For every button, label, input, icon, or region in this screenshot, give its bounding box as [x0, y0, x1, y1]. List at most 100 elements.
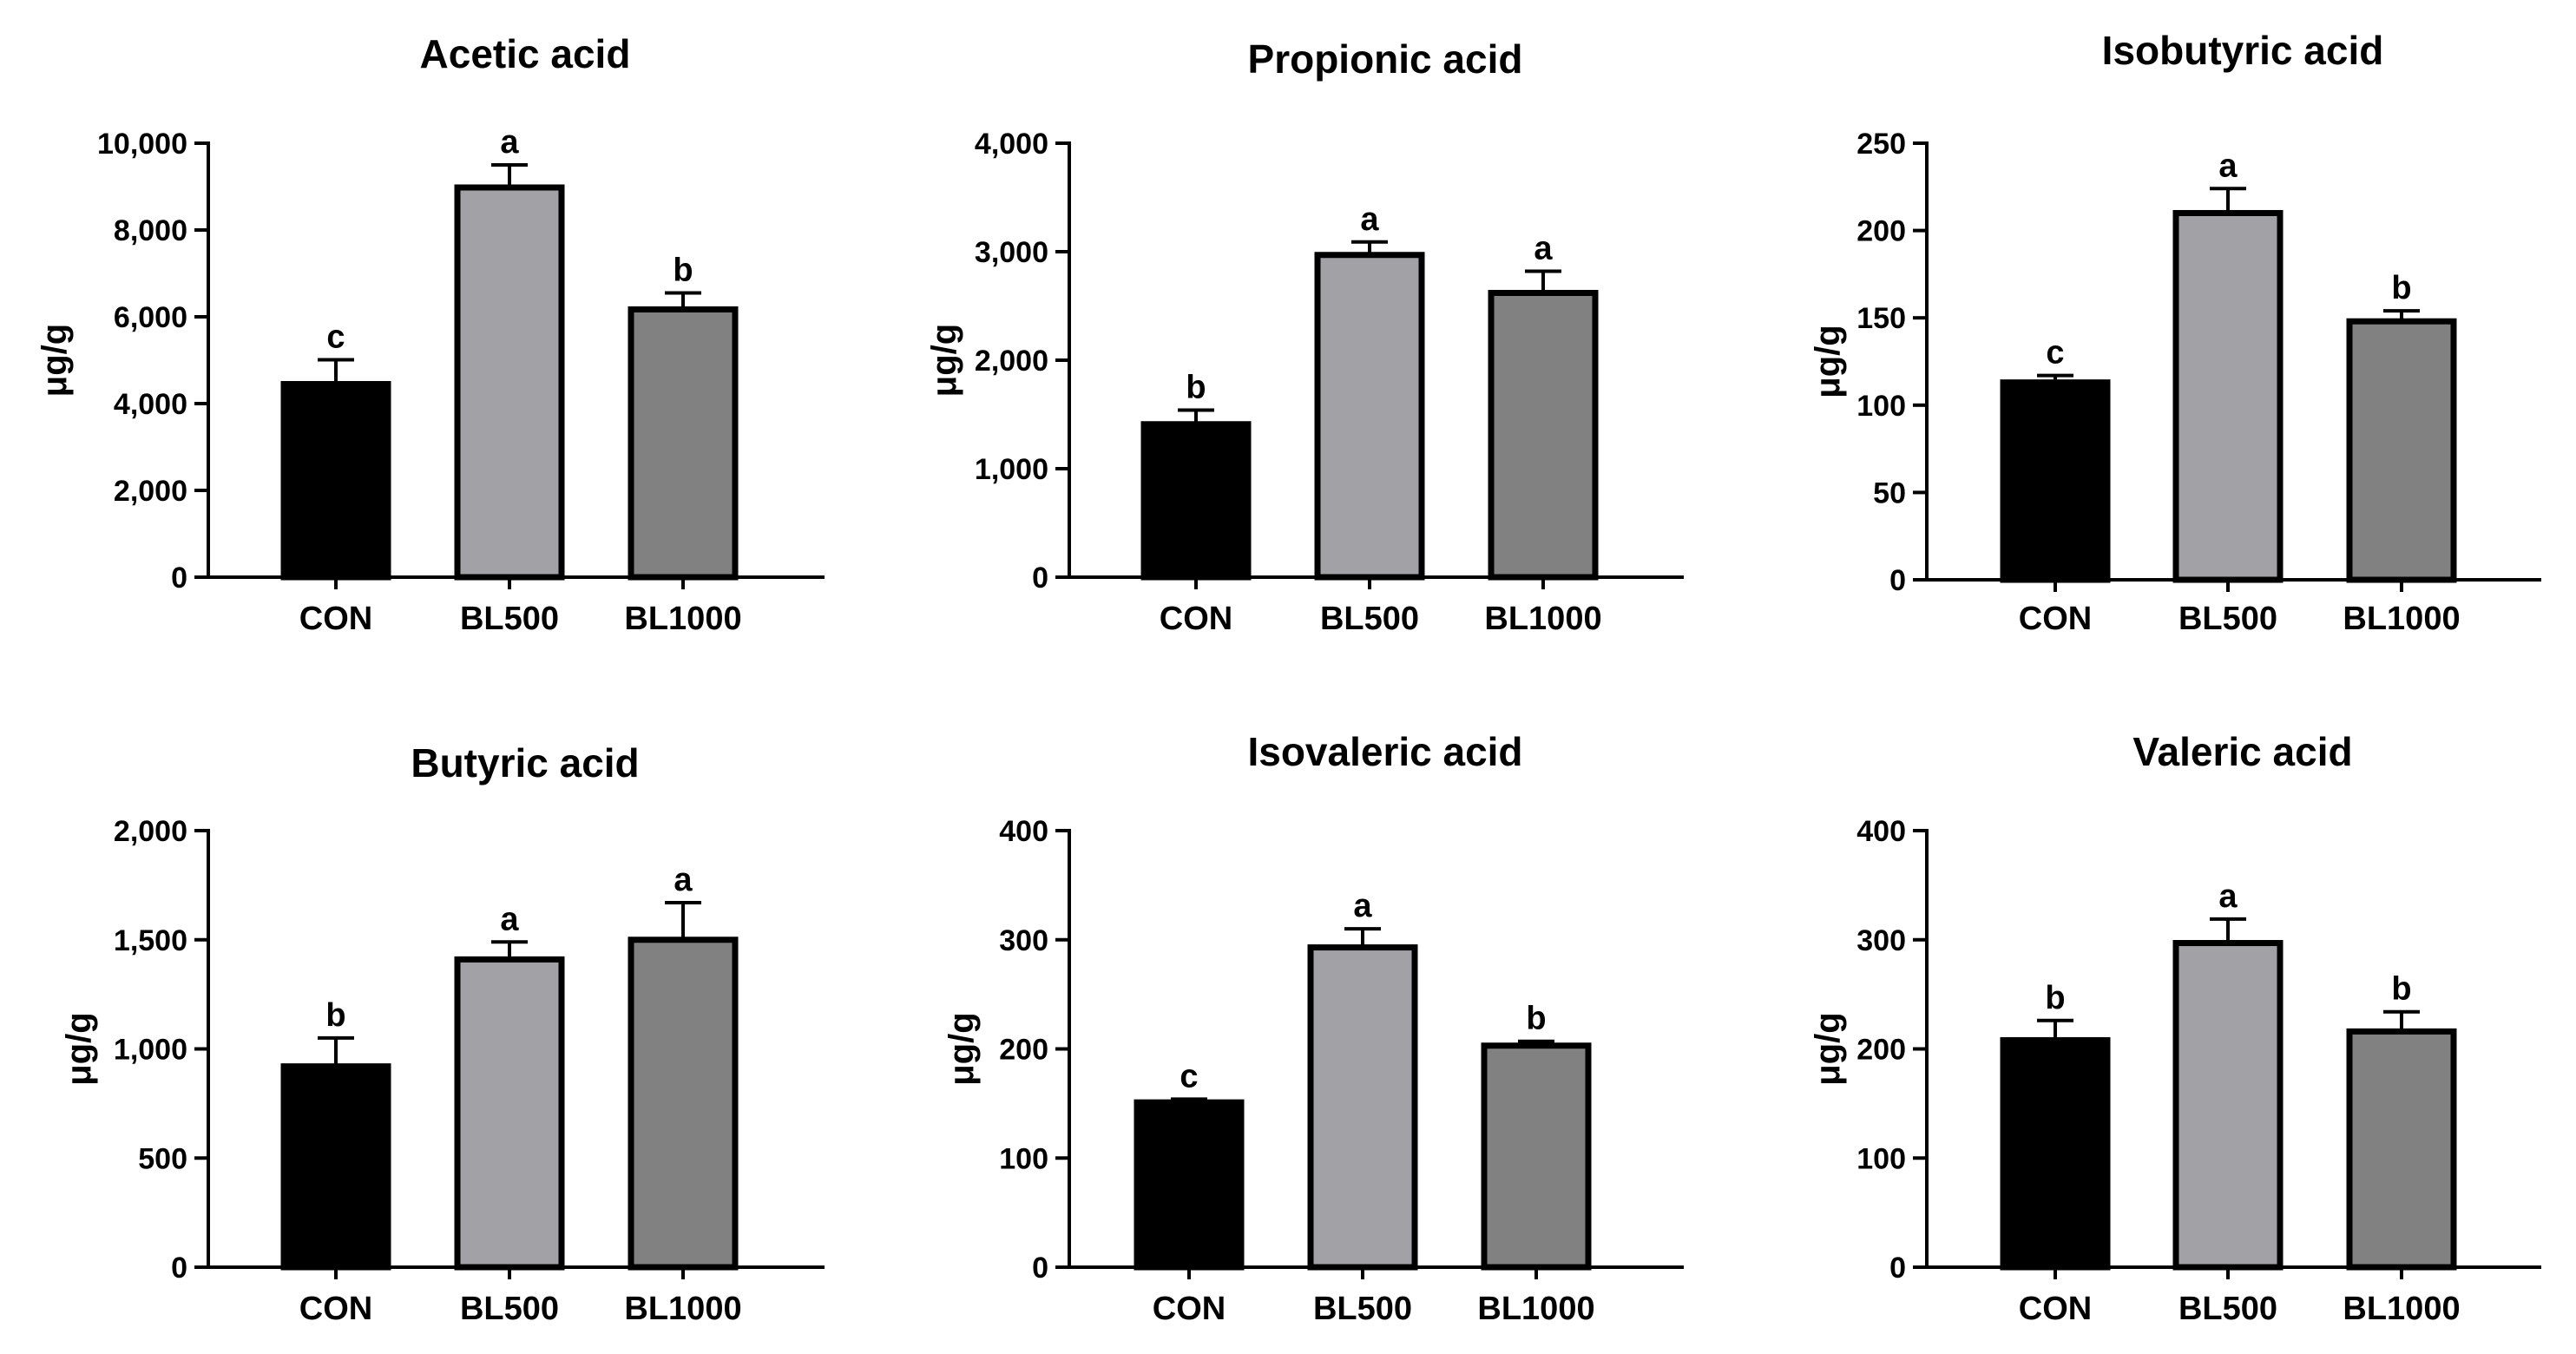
y-tick-label: 2,000: [114, 475, 187, 508]
chart-title: Valeric acid: [2132, 729, 2352, 774]
x-tick-label: CON: [1160, 601, 1232, 637]
y-tick-label: 0: [1032, 562, 1048, 595]
bar-bl1000: [628, 937, 739, 1271]
bar-con: [1140, 421, 1252, 581]
y-tick-label: 4,000: [975, 128, 1048, 161]
y-tick-label: 4,000: [114, 388, 187, 421]
y-tick-label: 400: [1856, 815, 1906, 848]
chart-title: Isovaleric acid: [1247, 729, 1522, 774]
bar-con: [2000, 1036, 2111, 1271]
y-tick-label: 1,000: [975, 453, 1048, 486]
x-tick-label: BL1000: [624, 1291, 741, 1327]
bar-con: [280, 1063, 391, 1271]
bar-bl500: [454, 956, 565, 1271]
significance-letter: b: [2045, 980, 2065, 1016]
chart-title: Propionic acid: [1248, 36, 1523, 82]
x-tick-label: BL500: [460, 1291, 559, 1327]
y-tick-label: 0: [171, 562, 187, 595]
y-tick-label: 2,000: [975, 345, 1048, 378]
x-tick-label: CON: [2019, 1291, 2092, 1327]
y-tick-label: 300: [999, 924, 1048, 957]
y-tick-label: 200: [1856, 215, 1906, 248]
x-tick-label: BL500: [1313, 1291, 1412, 1327]
y-tick-label: 300: [1856, 924, 1906, 957]
x-tick-label: BL500: [2178, 601, 2277, 637]
significance-letter: c: [326, 319, 345, 356]
y-tick-label: 0: [171, 1252, 187, 1285]
bar-bl1000: [2346, 318, 2457, 583]
x-tick-label: BL500: [460, 601, 559, 637]
bar-bl1000: [1488, 290, 1599, 581]
bar-bl500: [1307, 944, 1418, 1271]
bar-bl500: [2172, 940, 2284, 1271]
significance-letter: a: [1360, 201, 1379, 238]
x-tick-label: CON: [1153, 1291, 1226, 1327]
significance-letter: b: [673, 253, 693, 289]
x-tick-label: BL1000: [1484, 601, 1601, 637]
significance-letter: a: [1353, 888, 1372, 924]
y-tick-label: 50: [1873, 477, 1906, 509]
y-tick-label: 10,000: [97, 128, 187, 161]
y-tick-label: 400: [999, 815, 1048, 848]
bar-bl1000: [628, 306, 739, 581]
y-tick-label: 8,000: [114, 214, 187, 247]
chart-panel-1: Acetic acid μg/g c CON a BL500 b BL1000 0 2,000 4,…: [36, 31, 825, 637]
y-tick-label: 200: [1856, 1034, 1906, 1067]
x-tick-label: BL500: [1320, 601, 1419, 637]
chart-panel-6: Valeric acid μg/g b CON a BL500 b BL1000 0 100 200…: [1809, 729, 2541, 1327]
y-tick-label: 150: [1856, 302, 1906, 335]
y-tick-label: 2,000: [114, 815, 187, 848]
chart-title: Isobutyric acid: [2102, 28, 2384, 73]
y-tick-label: 100: [1856, 1142, 1906, 1175]
chart-panel-2: Propionic acid μg/g b CON a BL500 a BL1000 0 1,00…: [925, 36, 1684, 637]
y-axis-label: μg/g: [1809, 325, 1847, 398]
significance-letter: b: [325, 997, 345, 1034]
y-tick-label: 1,500: [114, 924, 187, 957]
y-tick-label: 100: [1856, 390, 1906, 423]
y-axis-label: μg/g: [36, 324, 74, 397]
bar-bl1000: [2346, 1028, 2457, 1271]
significance-letter: a: [674, 862, 693, 898]
y-tick-label: 250: [1856, 128, 1906, 161]
significance-letter: b: [1526, 1001, 1546, 1037]
significance-letter: a: [500, 901, 519, 937]
y-tick-label: 6,000: [114, 301, 187, 334]
chart-title: Acetic acid: [420, 31, 631, 76]
x-tick-label: BL1000: [1477, 1291, 1594, 1327]
x-tick-label: BL500: [2178, 1291, 2277, 1327]
y-axis-label: μg/g: [943, 1012, 981, 1085]
x-tick-label: BL1000: [2343, 601, 2460, 637]
y-axis-label: μg/g: [925, 324, 963, 397]
bar-con: [2000, 379, 2111, 583]
bar-con: [280, 381, 391, 581]
y-tick-label: 100: [999, 1142, 1048, 1175]
significance-letter: a: [2218, 878, 2238, 915]
y-tick-label: 0: [1889, 564, 1906, 597]
chart-panel-4: Butyric acid μg/g b CON a BL500 a BL1000 0 500 1,0…: [60, 740, 825, 1327]
chart-title: Butyric acid: [411, 740, 639, 785]
x-tick-label: CON: [2019, 601, 2092, 637]
y-tick-label: 3,000: [975, 236, 1048, 269]
y-tick-label: 200: [999, 1034, 1048, 1067]
bar-bl500: [1314, 252, 1425, 581]
bar-bl500: [454, 184, 565, 581]
significance-letter: c: [1180, 1058, 1198, 1094]
significance-letter: b: [1186, 370, 1206, 406]
significance-letter: c: [2046, 335, 2064, 371]
bar-bl1000: [1481, 1042, 1592, 1271]
bar-bl500: [2172, 209, 2284, 583]
significance-letter: a: [1534, 231, 1553, 267]
x-tick-label: BL1000: [624, 601, 741, 637]
y-tick-label: 0: [1889, 1252, 1906, 1285]
x-tick-label: CON: [299, 1291, 372, 1327]
significance-letter: a: [500, 124, 519, 161]
y-axis-label: μg/g: [60, 1012, 98, 1085]
bar-con: [1134, 1099, 1245, 1271]
y-tick-label: 500: [138, 1142, 187, 1175]
significance-letter: b: [2391, 270, 2411, 306]
chart-panel-5: Isovaleric acid μg/g c CON a BL500 b BL1000 0 100…: [943, 729, 1684, 1327]
chart-panel-3: Isobutyric acid μg/g c CON a BL500 b BL1000 0 50 1…: [1809, 28, 2541, 637]
x-tick-label: CON: [299, 601, 372, 637]
